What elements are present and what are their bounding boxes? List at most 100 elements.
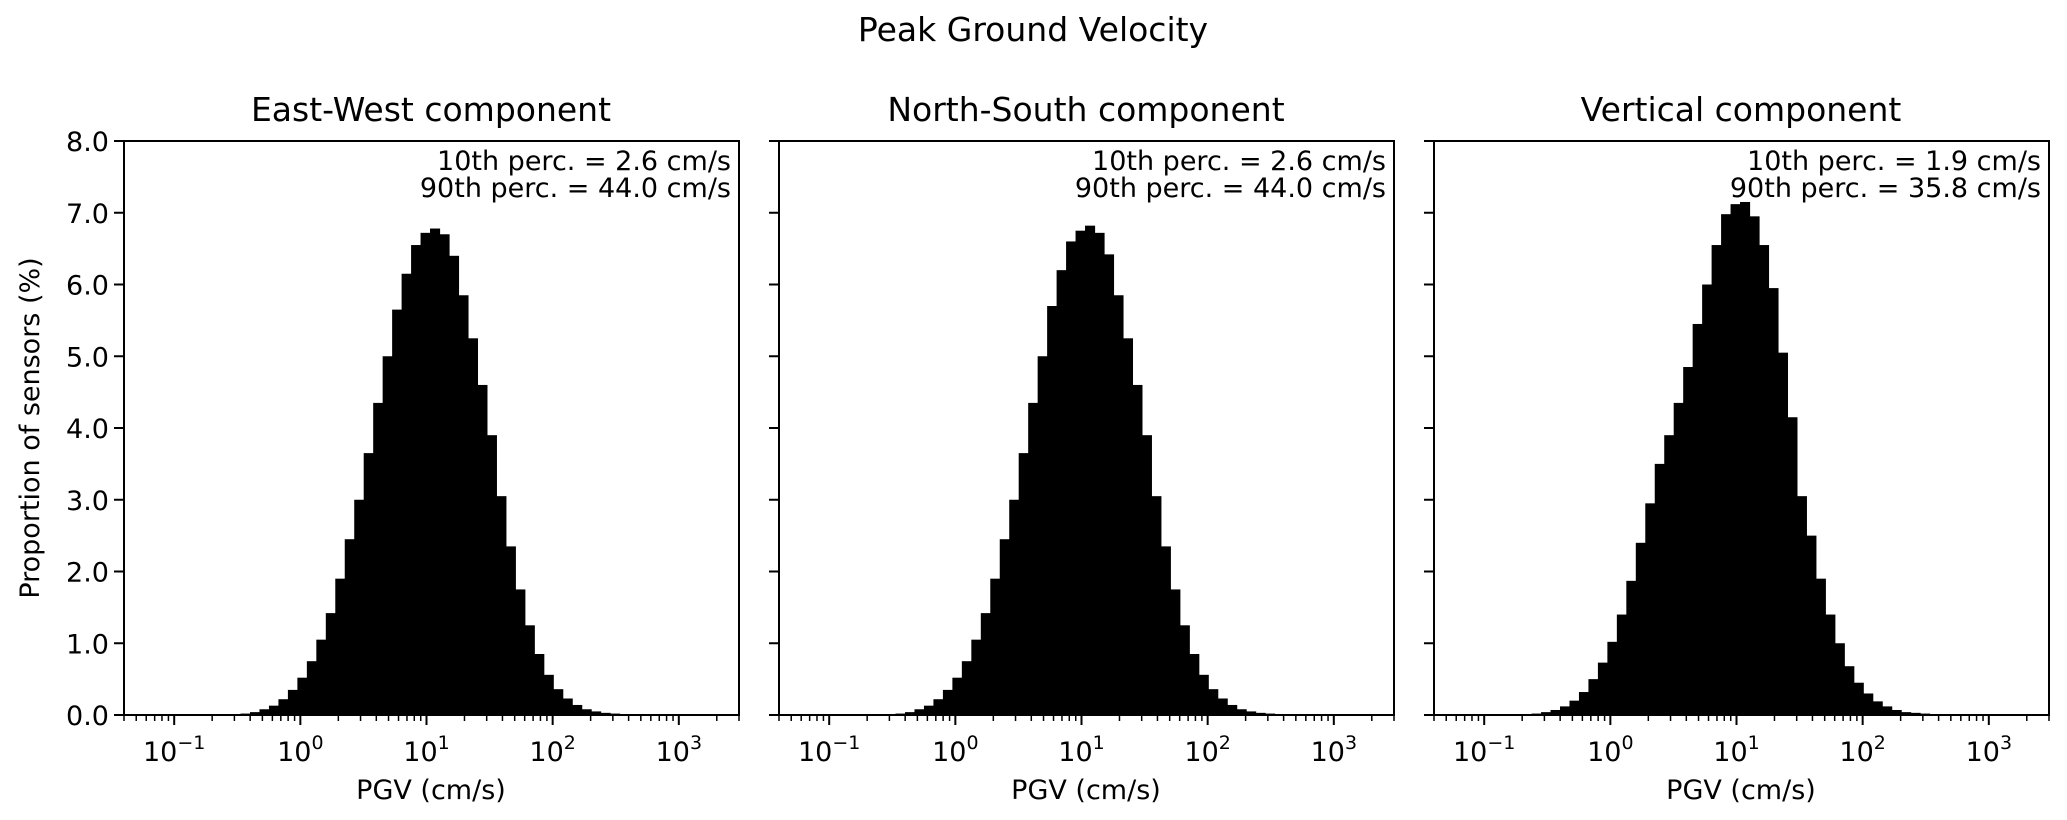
y-axis-ticks bbox=[1424, 140, 1434, 716]
histogram-bar bbox=[581, 709, 592, 715]
x-tick-label: 101 bbox=[1713, 732, 1759, 768]
panel-east-west: East-West component 10−1 100 101 102 103 0.0… bbox=[15, 90, 740, 806]
histogram-bar bbox=[1891, 709, 1902, 715]
histogram-bar bbox=[980, 613, 991, 715]
histogram-bar bbox=[250, 712, 261, 715]
histogram-bar bbox=[952, 677, 963, 715]
histogram-bar bbox=[430, 228, 441, 715]
histogram-bar bbox=[477, 384, 488, 715]
x-tick-label: 10−1 bbox=[1453, 732, 1515, 768]
histogram-bar bbox=[1560, 706, 1571, 715]
x-tick-label: 102 bbox=[529, 732, 575, 768]
histogram-bar bbox=[1853, 682, 1864, 715]
histogram-bar bbox=[905, 712, 916, 715]
histogram-bar bbox=[999, 539, 1010, 715]
histogram-bar bbox=[1094, 232, 1105, 715]
histogram-bar bbox=[1246, 711, 1257, 715]
histogram-bar bbox=[448, 255, 460, 716]
histogram-bar bbox=[1626, 580, 1637, 715]
panel-title: North-South component bbox=[887, 90, 1284, 129]
histogram-bar bbox=[515, 589, 526, 715]
histogram-bar bbox=[1217, 698, 1228, 715]
histogram-bar bbox=[259, 709, 270, 715]
x-axis-ticks: 10−1 100 101 102 103 bbox=[123, 715, 740, 768]
histogram-bar bbox=[382, 356, 393, 715]
histogram-bar bbox=[990, 578, 1001, 715]
histogram-bar bbox=[1730, 204, 1741, 715]
histogram-bar bbox=[1255, 712, 1266, 715]
histogram-bar bbox=[401, 273, 412, 715]
histogram-bar bbox=[600, 712, 611, 715]
histogram-bar bbox=[1616, 614, 1627, 715]
annotation-10th-percentile: 10th perc. = 2.6 cm/s bbox=[1092, 146, 1386, 177]
histogram-bar bbox=[325, 613, 336, 715]
y-axis-ticks bbox=[769, 140, 779, 716]
histogram-bar bbox=[1844, 666, 1855, 715]
histogram-bar bbox=[354, 499, 365, 715]
histogram-bar bbox=[1825, 614, 1836, 715]
histogram-bar bbox=[467, 338, 479, 715]
histogram-bar bbox=[1075, 230, 1086, 715]
histogram-bar bbox=[1702, 284, 1713, 715]
histogram-bar bbox=[1758, 245, 1770, 716]
histogram-bar bbox=[1151, 496, 1162, 715]
histogram-bar bbox=[1607, 641, 1618, 715]
histogram-bar bbox=[458, 295, 469, 715]
x-tick-label: 100 bbox=[1587, 732, 1633, 768]
y-tick-label: 1.0 bbox=[66, 629, 109, 660]
histogram-bar bbox=[524, 625, 535, 715]
histogram-bar bbox=[1654, 463, 1665, 716]
histogram-bar bbox=[306, 661, 317, 715]
x-tick-label: 100 bbox=[277, 732, 323, 768]
histogram-bar bbox=[420, 232, 431, 715]
histogram-bar bbox=[1066, 241, 1077, 715]
x-tick-label: 101 bbox=[403, 732, 449, 768]
histogram-bar bbox=[1085, 225, 1096, 715]
x-tick-label: 102 bbox=[1184, 732, 1230, 768]
y-tick-label: 2.0 bbox=[66, 558, 109, 589]
histogram-bar bbox=[1777, 352, 1789, 715]
histogram-bar bbox=[971, 639, 982, 715]
histogram-bar bbox=[1673, 402, 1684, 715]
figure-suptitle: Peak Ground Velocity bbox=[858, 10, 1208, 49]
histogram-bar bbox=[1711, 245, 1722, 716]
annotation-90th-percentile: 90th perc. = 44.0 cm/s bbox=[420, 173, 731, 204]
histogram-bar bbox=[392, 309, 403, 715]
histogram-bar bbox=[1018, 453, 1029, 715]
histogram-bar bbox=[1236, 709, 1247, 715]
x-tick-label: 10−1 bbox=[798, 732, 860, 768]
histogram-bar bbox=[1863, 693, 1874, 715]
panel-vertical: Vertical component 10−1 100 101 102 103 10th… bbox=[1424, 90, 2050, 806]
histogram-bar bbox=[363, 453, 374, 715]
y-tick-label: 4.0 bbox=[66, 414, 109, 445]
histogram-bar bbox=[344, 539, 355, 715]
histogram-bar bbox=[1037, 356, 1048, 715]
histogram-bar bbox=[1815, 578, 1826, 715]
histogram-bar bbox=[933, 699, 944, 715]
histogram-bars bbox=[231, 228, 640, 716]
histogram-bar bbox=[1141, 435, 1152, 715]
histogram-bar bbox=[1692, 323, 1703, 715]
histogram-bar bbox=[1113, 295, 1124, 715]
y-tick-label: 0.0 bbox=[66, 701, 109, 732]
panel-title: Vertical component bbox=[1581, 90, 1902, 129]
y-tick-label: 6.0 bbox=[66, 271, 109, 302]
histogram-bar bbox=[1103, 254, 1115, 715]
histogram-bar bbox=[1170, 589, 1181, 715]
histogram-bar bbox=[1047, 306, 1058, 715]
y-axis-ticks: 0.0 1.0 2.0 3.0 4.0 5.0 6.0 7.0 8.0 bbox=[66, 127, 124, 732]
histogram-bar bbox=[1882, 706, 1893, 715]
histogram-bar bbox=[923, 705, 935, 715]
histogram-bar bbox=[1768, 288, 1779, 715]
x-tick-label: 103 bbox=[1966, 732, 2012, 768]
histogram-bar bbox=[287, 689, 298, 715]
histogram-bar bbox=[1683, 367, 1694, 715]
histogram-bar bbox=[1787, 417, 1798, 715]
histogram-bar bbox=[942, 689, 953, 715]
histogram-bar bbox=[1635, 542, 1646, 715]
histogram-bar bbox=[411, 245, 422, 716]
y-tick-label: 5.0 bbox=[66, 342, 109, 373]
x-tick-label: 101 bbox=[1058, 732, 1104, 768]
histogram-bar bbox=[1132, 384, 1143, 715]
histogram-bar bbox=[1749, 216, 1760, 715]
